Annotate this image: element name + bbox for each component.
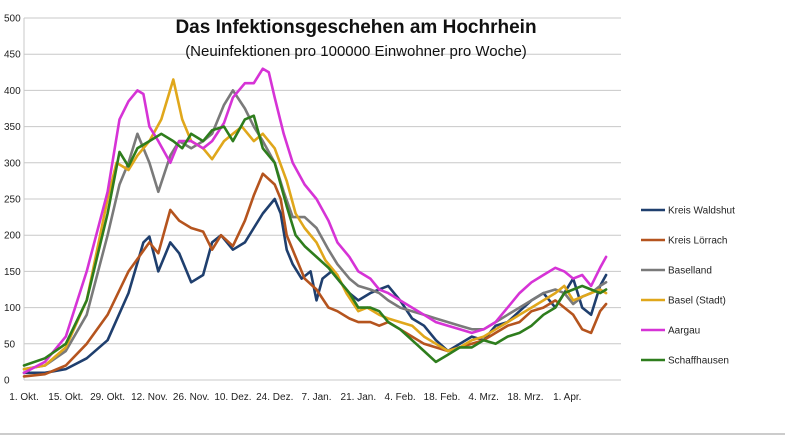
x-tick-label: 26. Nov. bbox=[173, 392, 210, 403]
series-lines bbox=[22, 67, 608, 378]
chart-subtitle: (Neuinfektionen pro 100000 Einwohner pro… bbox=[185, 43, 527, 60]
y-tick-label: 350 bbox=[4, 122, 21, 133]
y-tick-label: 400 bbox=[4, 86, 21, 97]
y-tick-label: 50 bbox=[4, 339, 16, 350]
y-tick-label: 200 bbox=[4, 231, 21, 242]
x-tick-label: 7. Jan. bbox=[302, 392, 332, 403]
legend-label: Kreis Waldshut bbox=[668, 206, 735, 217]
legend-label: Basel (Stadt) bbox=[668, 296, 726, 307]
series-line bbox=[22, 114, 608, 367]
x-tick-label: 24. Dez. bbox=[256, 392, 293, 403]
series-line bbox=[22, 89, 608, 371]
x-tick-label: 12. Nov. bbox=[131, 392, 168, 403]
legend-label: Kreis Lörrach bbox=[668, 236, 727, 247]
series-line bbox=[22, 78, 608, 371]
x-tick-label: 29. Okt. bbox=[90, 392, 125, 403]
x-tick-label: 18. Mrz. bbox=[507, 392, 543, 403]
x-axis-ticks: 1. Okt. 15. Okt. 29. Okt. 12. Nov. 26. Nov. 1… bbox=[9, 392, 581, 403]
x-tick-label: 21. Jan. bbox=[341, 392, 377, 403]
y-axis-ticks: 0 50 100 150 200 250 300 350 400 450 500 bbox=[4, 14, 21, 387]
x-tick-label: 18. Feb. bbox=[424, 392, 461, 403]
y-tick-label: 150 bbox=[4, 267, 21, 278]
series-line bbox=[22, 197, 608, 375]
chart-title: Das Infektionsgeschehen am Hochrhein bbox=[175, 17, 536, 38]
series-line bbox=[22, 67, 608, 375]
x-tick-label: 1. Apr. bbox=[553, 392, 581, 403]
x-tick-label: 10. Dez. bbox=[214, 392, 251, 403]
legend: Kreis Waldshut Kreis Lörrach Baselland Base… bbox=[641, 206, 735, 367]
y-tick-label: 250 bbox=[4, 195, 21, 206]
gridlines bbox=[23, 17, 621, 381]
y-tick-label: 300 bbox=[4, 158, 21, 169]
x-tick-label: 4. Mrz. bbox=[468, 392, 499, 403]
x-tick-label: 4. Feb. bbox=[385, 392, 416, 403]
y-tick-label: 0 bbox=[4, 376, 10, 387]
legend-label: Aargau bbox=[668, 326, 700, 337]
y-tick-label: 450 bbox=[4, 50, 21, 61]
x-tick-label: 1. Okt. bbox=[9, 392, 38, 403]
legend-label: Schaffhausen bbox=[668, 356, 729, 367]
y-tick-label: 500 bbox=[4, 14, 21, 25]
x-tick-label: 15. Okt. bbox=[48, 392, 83, 403]
y-tick-label: 100 bbox=[4, 303, 21, 314]
series-line bbox=[22, 172, 608, 378]
legend-label: Baselland bbox=[668, 266, 712, 277]
